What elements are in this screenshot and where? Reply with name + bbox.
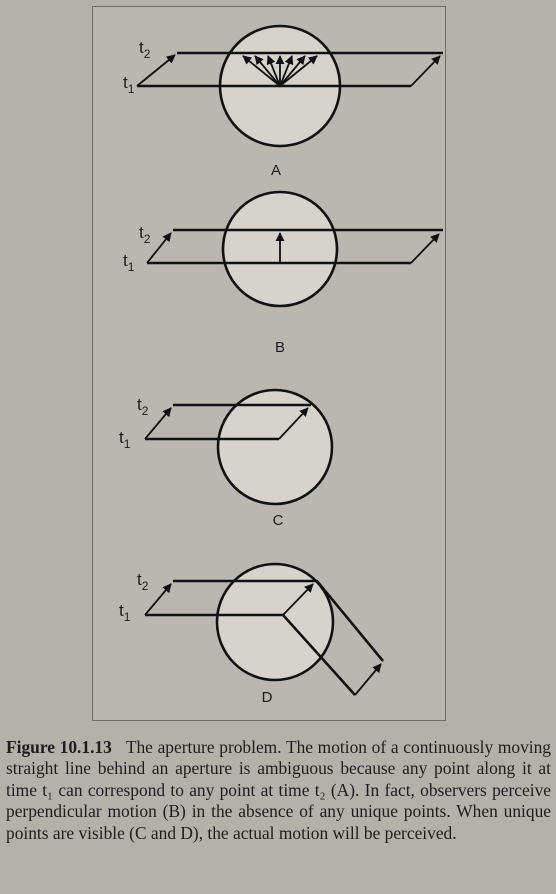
panel-d: t2 t1 D <box>119 562 385 706</box>
line-t2 <box>173 579 385 662</box>
motion-arrow-left <box>146 232 172 264</box>
figure-caption: Figure 10.1.13 The aperture problem. The … <box>6 737 551 844</box>
t2-label: t2 <box>137 395 149 418</box>
motion-arrow-left <box>136 54 176 87</box>
figure-panel: t2 t1 A t2 t1 B t2 t1 C <box>92 6 446 721</box>
motion-arrow-right <box>354 663 382 696</box>
panel-letter: B <box>275 339 285 356</box>
figure-number: Figure 10.1.13 <box>6 737 112 757</box>
caption-text: The aperture problem. The motion of a co… <box>6 737 551 843</box>
t2-label: t2 <box>137 570 149 593</box>
aperture-figure: t2 t1 A t2 t1 B t2 t1 C <box>119 24 443 706</box>
t1-label: t1 <box>123 251 135 274</box>
t2-label: t2 <box>139 223 151 246</box>
t1-label: t1 <box>119 601 131 624</box>
t1-label: t1 <box>119 428 131 451</box>
panel-c: t2 t1 C <box>119 388 334 529</box>
motion-arrow-left <box>144 583 172 616</box>
motion-arrow-right <box>278 407 309 440</box>
aperture-circle <box>216 388 334 506</box>
t2-label: t2 <box>139 38 151 61</box>
panel-letter: D <box>262 689 273 706</box>
motion-arrow-corner <box>282 583 314 616</box>
motion-arrow-right <box>410 55 441 87</box>
panel-b: t2 t1 B <box>123 190 443 356</box>
panel-letter: A <box>271 162 281 179</box>
panel-a: t2 t1 A <box>123 24 443 179</box>
panel-letter: C <box>273 512 284 529</box>
motion-arrow-right <box>410 233 440 264</box>
ambiguous-motion-arrows <box>242 55 318 87</box>
t1-label: t1 <box>123 73 135 96</box>
motion-arrow-left <box>144 407 172 440</box>
